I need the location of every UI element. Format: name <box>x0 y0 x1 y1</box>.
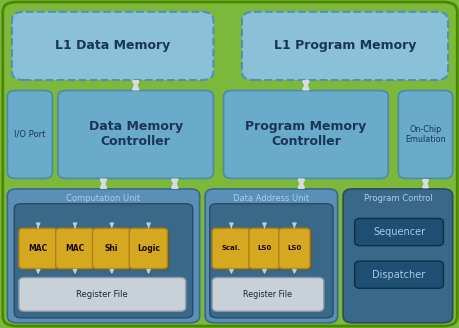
Text: Scal.: Scal. <box>221 245 240 252</box>
FancyBboxPatch shape <box>223 91 387 178</box>
FancyBboxPatch shape <box>280 230 312 270</box>
FancyBboxPatch shape <box>212 277 323 311</box>
FancyBboxPatch shape <box>354 261 442 288</box>
FancyBboxPatch shape <box>3 2 456 326</box>
FancyBboxPatch shape <box>7 91 52 178</box>
Text: Shi: Shi <box>105 244 118 253</box>
Text: MAC: MAC <box>65 244 84 253</box>
Text: LS0: LS0 <box>287 245 301 252</box>
Text: Register File: Register File <box>243 290 292 299</box>
Text: Program Memory
Controller: Program Memory Controller <box>245 120 366 149</box>
FancyBboxPatch shape <box>354 218 442 246</box>
Text: Data Address Unit: Data Address Unit <box>233 194 309 203</box>
FancyBboxPatch shape <box>241 12 447 80</box>
FancyBboxPatch shape <box>58 91 213 178</box>
FancyBboxPatch shape <box>56 228 94 269</box>
FancyBboxPatch shape <box>92 228 130 269</box>
FancyBboxPatch shape <box>205 189 337 323</box>
FancyBboxPatch shape <box>214 230 252 270</box>
FancyBboxPatch shape <box>14 204 192 318</box>
FancyBboxPatch shape <box>251 230 282 270</box>
FancyBboxPatch shape <box>19 228 57 269</box>
FancyBboxPatch shape <box>12 12 213 80</box>
Text: Logic: Logic <box>137 244 160 253</box>
Text: Sequencer: Sequencer <box>372 227 424 237</box>
Text: LS0: LS0 <box>257 245 271 252</box>
FancyBboxPatch shape <box>21 230 59 270</box>
FancyBboxPatch shape <box>248 228 280 269</box>
FancyBboxPatch shape <box>342 189 452 323</box>
Text: L1 Program Memory: L1 Program Memory <box>273 39 415 52</box>
Text: Computation Unit: Computation Unit <box>66 194 140 203</box>
FancyBboxPatch shape <box>7 189 199 323</box>
Text: Data Memory
Controller: Data Memory Controller <box>89 120 182 149</box>
FancyBboxPatch shape <box>19 277 185 311</box>
Text: Register File: Register File <box>76 290 128 299</box>
FancyBboxPatch shape <box>209 204 332 318</box>
Text: Dispatcher: Dispatcher <box>372 270 425 280</box>
Text: I/O Port: I/O Port <box>14 130 45 139</box>
FancyBboxPatch shape <box>212 228 250 269</box>
Text: MAC: MAC <box>28 244 47 253</box>
FancyBboxPatch shape <box>58 230 96 270</box>
Text: On-Chip
Emulation: On-Chip Emulation <box>404 125 445 144</box>
FancyBboxPatch shape <box>129 228 167 269</box>
FancyBboxPatch shape <box>131 230 169 270</box>
FancyBboxPatch shape <box>397 91 452 178</box>
FancyBboxPatch shape <box>278 228 309 269</box>
Text: Program Control: Program Control <box>363 194 431 203</box>
FancyBboxPatch shape <box>95 230 133 270</box>
Text: L1 Data Memory: L1 Data Memory <box>55 39 170 52</box>
